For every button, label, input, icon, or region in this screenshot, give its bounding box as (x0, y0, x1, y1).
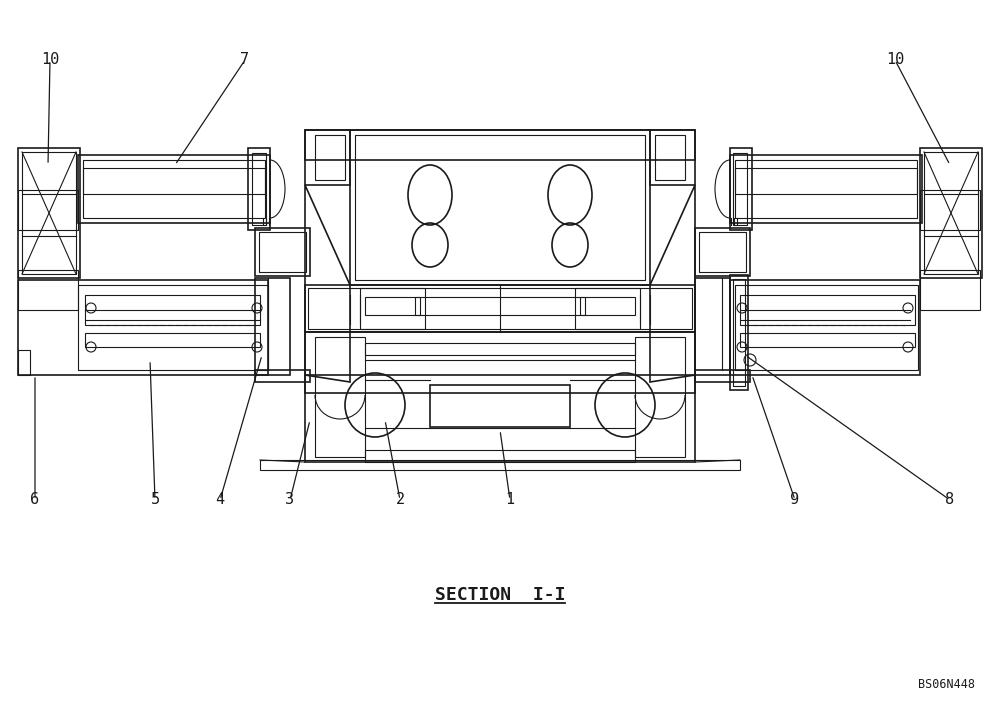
Bar (18, 350, 30, 375)
Bar (699, 232, 746, 272)
Bar (259, 232, 306, 272)
Text: 3: 3 (285, 493, 295, 508)
Bar (305, 130, 695, 160)
Bar (248, 148, 270, 230)
Bar (730, 275, 748, 390)
Text: 10: 10 (41, 53, 59, 68)
Text: 4: 4 (215, 493, 225, 508)
Bar (740, 333, 915, 347)
Bar (695, 370, 750, 382)
Bar (365, 343, 635, 355)
Bar (305, 285, 695, 332)
Bar (85, 295, 260, 325)
Text: 10: 10 (886, 53, 904, 68)
Bar (650, 130, 695, 185)
Bar (18, 280, 268, 375)
Bar (315, 135, 345, 180)
Bar (730, 148, 752, 230)
Bar (730, 155, 922, 223)
Bar (83, 168, 265, 194)
Bar (580, 297, 635, 315)
Text: BS06N448: BS06N448 (918, 679, 975, 691)
Bar (695, 278, 730, 375)
Bar (305, 130, 350, 185)
Bar (85, 333, 260, 347)
Bar (635, 337, 685, 457)
Bar (365, 297, 420, 315)
Text: 5: 5 (150, 493, 160, 508)
Bar (920, 270, 980, 310)
Bar (83, 160, 265, 218)
Text: 1: 1 (505, 493, 515, 508)
Bar (740, 295, 915, 325)
Bar (252, 153, 266, 225)
Bar (735, 168, 917, 194)
Bar (920, 148, 982, 278)
Bar (308, 288, 692, 329)
Text: SECTION  I-I: SECTION I-I (435, 586, 565, 604)
Bar (365, 450, 635, 462)
Bar (735, 285, 918, 370)
Text: 7: 7 (240, 53, 250, 68)
Bar (924, 152, 978, 274)
Bar (415, 297, 585, 315)
Bar (255, 228, 310, 276)
Bar (305, 375, 695, 393)
Bar (735, 160, 917, 218)
Bar (575, 288, 640, 329)
Bar (733, 153, 747, 225)
Bar (695, 228, 750, 276)
Bar (255, 370, 310, 382)
Bar (655, 135, 685, 180)
Bar (315, 337, 365, 457)
Bar (78, 155, 270, 223)
Bar (430, 385, 570, 427)
Bar (22, 152, 76, 274)
Bar (18, 190, 78, 230)
Bar (260, 460, 740, 470)
Text: 6: 6 (30, 493, 40, 508)
Text: 8: 8 (945, 493, 955, 508)
Bar (78, 285, 268, 370)
Bar (733, 279, 745, 386)
Bar (18, 270, 78, 310)
Text: 9: 9 (790, 493, 800, 508)
Bar (730, 280, 920, 375)
Bar (255, 278, 290, 375)
Bar (920, 190, 980, 230)
Bar (305, 332, 695, 462)
Bar (360, 288, 425, 329)
Bar (355, 135, 645, 280)
Text: 2: 2 (395, 493, 405, 508)
Bar (350, 130, 650, 285)
Bar (18, 148, 80, 278)
